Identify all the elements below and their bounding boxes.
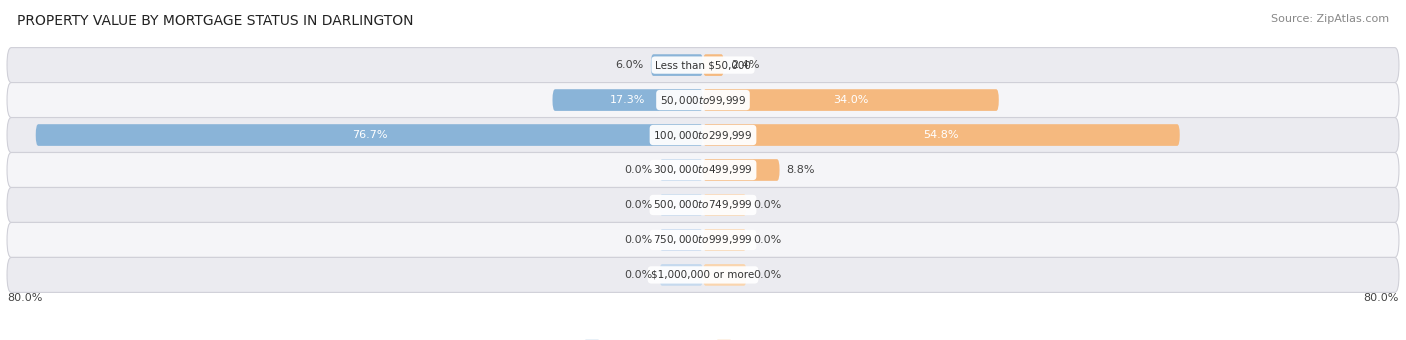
Text: 54.8%: 54.8%	[924, 130, 959, 140]
FancyBboxPatch shape	[703, 159, 779, 181]
FancyBboxPatch shape	[659, 194, 703, 216]
FancyBboxPatch shape	[7, 187, 1399, 222]
FancyBboxPatch shape	[7, 48, 1399, 83]
Text: 80.0%: 80.0%	[1364, 293, 1399, 303]
Text: 0.0%: 0.0%	[624, 270, 652, 280]
Text: 0.0%: 0.0%	[754, 270, 782, 280]
Text: $300,000 to $499,999: $300,000 to $499,999	[654, 164, 752, 176]
Text: Less than $50,000: Less than $50,000	[655, 60, 751, 70]
Legend: Without Mortgage, With Mortgage: Without Mortgage, With Mortgage	[581, 336, 825, 340]
Text: 80.0%: 80.0%	[7, 293, 42, 303]
FancyBboxPatch shape	[7, 118, 1399, 153]
Text: 17.3%: 17.3%	[610, 95, 645, 105]
Text: 8.8%: 8.8%	[786, 165, 815, 175]
FancyBboxPatch shape	[703, 124, 1180, 146]
FancyBboxPatch shape	[703, 264, 747, 286]
FancyBboxPatch shape	[659, 264, 703, 286]
Text: $100,000 to $299,999: $100,000 to $299,999	[654, 129, 752, 141]
Text: $1,000,000 or more: $1,000,000 or more	[651, 270, 755, 280]
Text: 2.4%: 2.4%	[731, 60, 759, 70]
Text: 0.0%: 0.0%	[754, 235, 782, 245]
FancyBboxPatch shape	[659, 159, 703, 181]
Text: 34.0%: 34.0%	[834, 95, 869, 105]
Text: $50,000 to $99,999: $50,000 to $99,999	[659, 94, 747, 106]
FancyBboxPatch shape	[35, 124, 703, 146]
FancyBboxPatch shape	[703, 194, 747, 216]
FancyBboxPatch shape	[703, 229, 747, 251]
Text: 0.0%: 0.0%	[624, 235, 652, 245]
Text: Source: ZipAtlas.com: Source: ZipAtlas.com	[1271, 14, 1389, 23]
Text: 0.0%: 0.0%	[624, 165, 652, 175]
Text: 76.7%: 76.7%	[352, 130, 387, 140]
FancyBboxPatch shape	[703, 89, 998, 111]
FancyBboxPatch shape	[7, 83, 1399, 118]
FancyBboxPatch shape	[7, 153, 1399, 187]
Text: $750,000 to $999,999: $750,000 to $999,999	[654, 234, 752, 246]
FancyBboxPatch shape	[553, 89, 703, 111]
FancyBboxPatch shape	[703, 54, 724, 76]
Text: 0.0%: 0.0%	[754, 200, 782, 210]
Text: 0.0%: 0.0%	[624, 200, 652, 210]
Text: 6.0%: 6.0%	[616, 60, 644, 70]
Text: PROPERTY VALUE BY MORTGAGE STATUS IN DARLINGTON: PROPERTY VALUE BY MORTGAGE STATUS IN DAR…	[17, 14, 413, 28]
FancyBboxPatch shape	[659, 229, 703, 251]
FancyBboxPatch shape	[651, 54, 703, 76]
FancyBboxPatch shape	[7, 257, 1399, 292]
Text: $500,000 to $749,999: $500,000 to $749,999	[654, 199, 752, 211]
FancyBboxPatch shape	[7, 222, 1399, 257]
